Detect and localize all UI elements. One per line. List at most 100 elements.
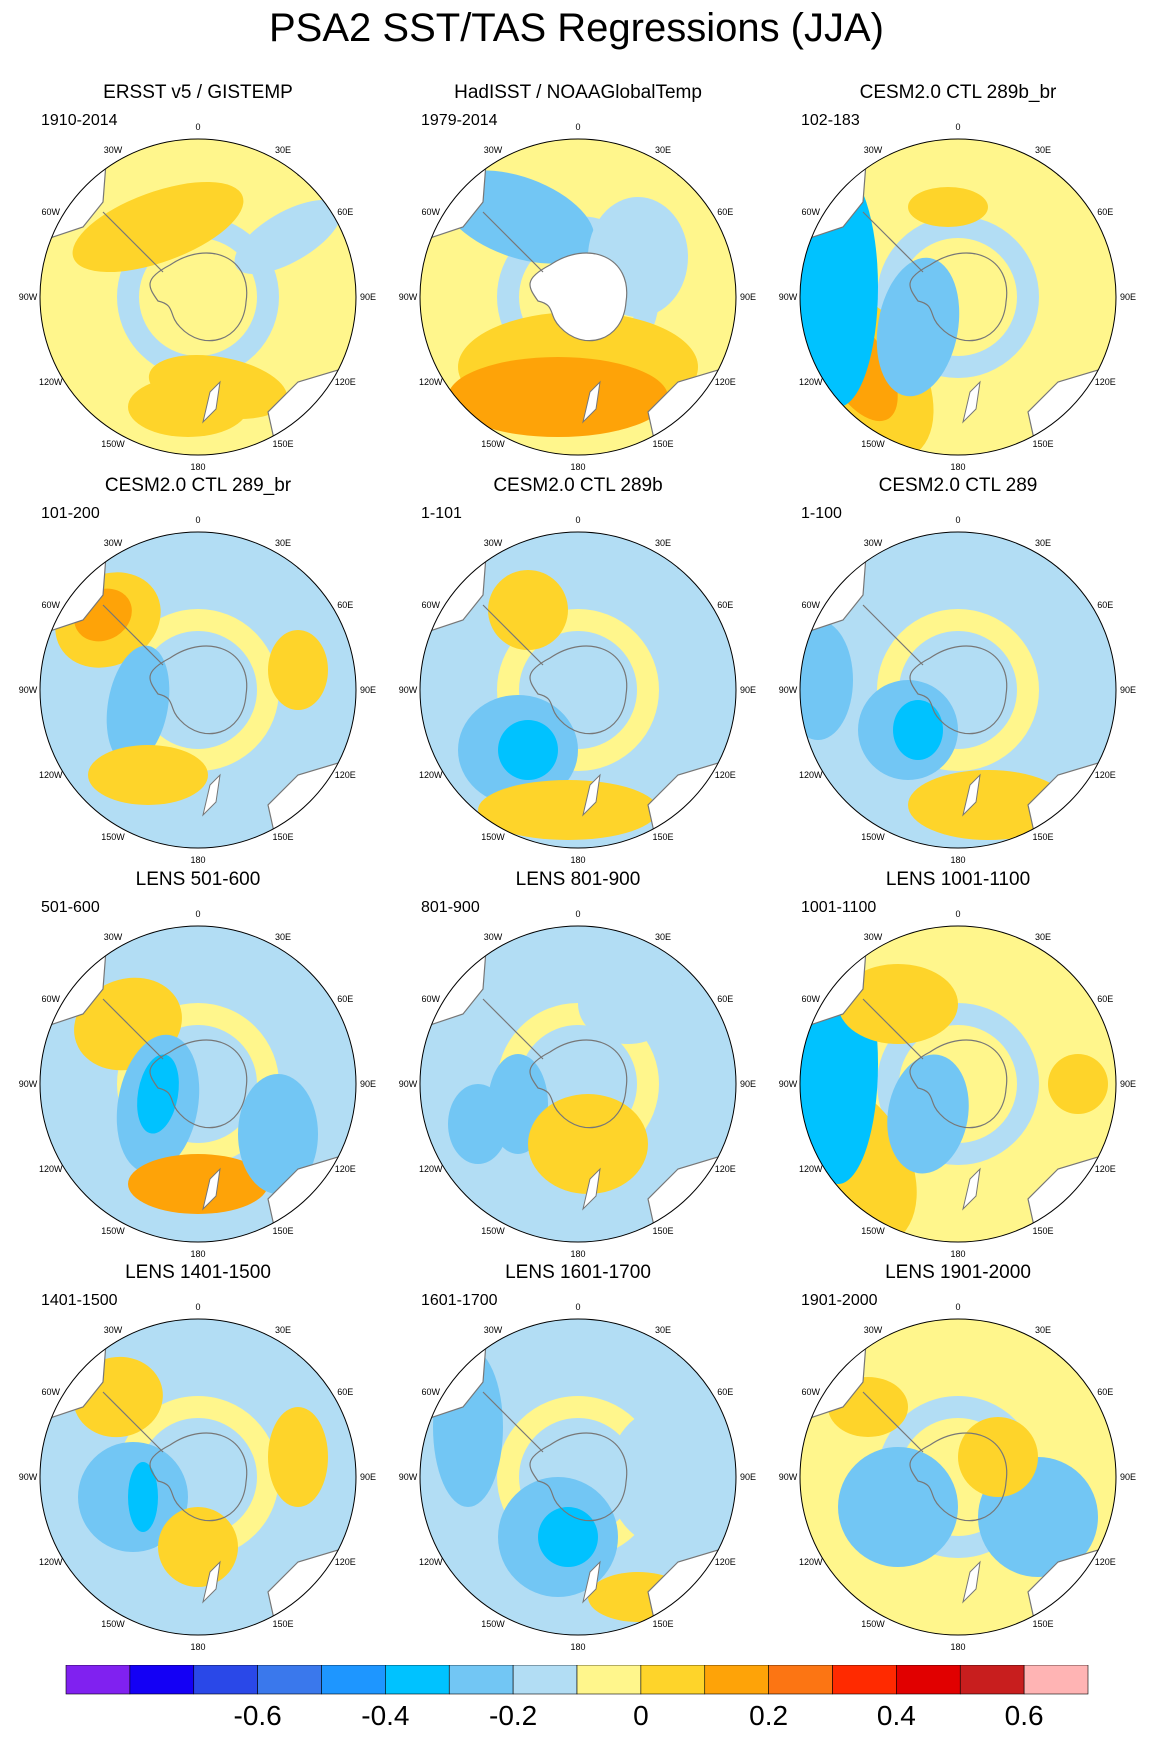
lon-label: 120W <box>419 770 443 780</box>
main-title: PSA2 SST/TAS Regressions (JJA) <box>269 6 884 50</box>
map-panel: 0 30E 60E 90E 120E 150E 180 150W 120W 90W 60W 30W LE… <box>388 869 768 1259</box>
lon-label: 0 <box>575 122 580 132</box>
map-border <box>799 925 1117 1243</box>
lon-label: 180 <box>570 1642 585 1652</box>
panel-title: LENS 1001-1100 <box>885 869 1031 890</box>
polar-map: 0 30E 60E 90E 120E 150E 180 150W 120W 90W 60W 30W <box>399 1302 756 1652</box>
lon-label: 90W <box>19 1079 38 1089</box>
lon-label: 150W <box>101 1619 125 1629</box>
panel-title: CESM2.0 CTL 289b_br <box>859 82 1057 103</box>
panel-period: 1401-1500 <box>41 1292 118 1309</box>
map-panel: 0 30E 60E 90E 120E 150E 180 150W 120W 90W 60W 30W CE… <box>8 475 388 865</box>
lon-label: 0 <box>955 515 960 525</box>
map-field-blob <box>838 1447 958 1567</box>
lon-label: 30W <box>864 538 883 548</box>
polar-map: 0 30E 60E 90E 120E 150E 180 150W 120W 90W 60W 30W <box>399 515 756 865</box>
map-field-blob <box>498 720 558 780</box>
lon-label: 90E <box>740 685 756 695</box>
map-field-ring <box>497 609 659 771</box>
panel-title: CESM2.0 CTL 289 <box>878 475 1038 496</box>
lon-label: 0 <box>575 909 580 919</box>
lon-label: 120E <box>715 770 736 780</box>
lon-label: 150W <box>861 1619 885 1629</box>
lon-label: 30W <box>864 145 883 155</box>
lon-label: 150E <box>652 439 673 449</box>
antarctica-outline <box>149 252 248 342</box>
lon-label: 150E <box>1032 1619 1053 1629</box>
lon-label: 30W <box>864 1325 883 1335</box>
lon-label: 60E <box>1097 600 1113 610</box>
lon-label: 90W <box>779 685 798 695</box>
lon-label: 180 <box>950 1249 965 1259</box>
lon-label: 180 <box>190 1249 205 1259</box>
new-zealand-land <box>962 773 981 817</box>
lon-label: 90E <box>360 292 376 302</box>
map-panel: 0 30E 60E 90E 120E 150E 180 150W 120W 90W 60W 30W LE… <box>388 1262 768 1652</box>
lon-label: 150E <box>272 439 293 449</box>
map-border <box>39 925 357 1243</box>
polar-map: 0 30E 60E 90E 120E 150E 180 150W 120W 90W 60W 30W <box>779 122 1136 472</box>
colorbar-swatch <box>385 1665 450 1695</box>
lon-label: 90E <box>1120 1472 1136 1482</box>
new-zealand-land <box>202 380 221 424</box>
colorbar-label: -0.6 <box>234 1700 282 1731</box>
lon-label: 150W <box>861 1226 885 1236</box>
lon-label: 0 <box>195 515 200 525</box>
lon-label: 150W <box>861 832 885 842</box>
map-field-blob <box>137 1054 179 1134</box>
panel-title: HadISST / NOAAGlobalTemp <box>454 82 702 103</box>
antarctic-peninsula <box>862 1391 924 1453</box>
colorbar-swatch <box>129 1665 195 1695</box>
lon-label: 90E <box>740 1079 756 1089</box>
map-field-blob <box>538 1507 598 1567</box>
lon-label: 30E <box>275 145 291 155</box>
new-zealand-land <box>582 1560 601 1604</box>
map-border <box>419 925 737 1243</box>
lon-label: 0 <box>195 122 200 132</box>
lon-label: 180 <box>190 462 205 472</box>
lon-label: 90W <box>399 685 418 695</box>
lon-label: 90W <box>19 292 38 302</box>
lon-label: 120E <box>1095 1164 1116 1174</box>
panel-period: 101-200 <box>41 505 100 522</box>
lon-label: 180 <box>950 855 965 865</box>
antarctic-peninsula <box>482 211 544 273</box>
panel-period: 1910-2014 <box>41 112 118 129</box>
map-field-blob <box>448 357 668 437</box>
lon-label: 120E <box>335 377 356 387</box>
antarctica-outline <box>529 1432 628 1522</box>
map-border <box>419 138 737 456</box>
map-field-blob <box>1048 690 1108 770</box>
lon-label: 30W <box>484 145 503 155</box>
lon-label: 90E <box>360 685 376 695</box>
colorbar-label: 0.4 <box>877 1700 916 1731</box>
lon-label: 60E <box>1097 1387 1113 1397</box>
map-field-blob <box>958 1417 1038 1497</box>
lon-label: 0 <box>575 515 580 525</box>
lon-label: 180 <box>190 1642 205 1652</box>
new-zealand-land <box>582 1167 601 1211</box>
map-panel: 0 30E 60E 90E 120E 150E 180 150W 120W 90W 60W 30W LE… <box>8 869 388 1259</box>
antarctica-outline <box>909 252 1008 342</box>
panel-title: LENS 1401-1500 <box>125 1262 271 1283</box>
map-field-blob <box>478 780 658 840</box>
lon-label: 150E <box>652 832 673 842</box>
antarctic-peninsula <box>862 211 924 273</box>
lon-label: 60W <box>802 207 821 217</box>
lon-label: 90W <box>399 1079 418 1089</box>
lon-label: 60E <box>717 600 733 610</box>
lon-label: 90E <box>360 1472 376 1482</box>
panel-period: 501-600 <box>41 899 100 916</box>
colorbar-swatch <box>1023 1665 1089 1695</box>
new-zealand-land <box>582 773 601 817</box>
panel-title: LENS 1901-2000 <box>885 1262 1031 1283</box>
map-border <box>799 531 1117 849</box>
lon-label: 60W <box>422 994 441 1004</box>
lon-label: 90E <box>1120 292 1136 302</box>
panel-title: CESM2.0 CTL 289_br <box>104 475 292 496</box>
colorbar-label: 0 <box>633 1700 649 1731</box>
lon-label: 30W <box>864 932 883 942</box>
antarctica-outline <box>529 252 628 342</box>
lon-label: 60W <box>42 994 61 1004</box>
colorbar-swatch <box>576 1665 642 1695</box>
